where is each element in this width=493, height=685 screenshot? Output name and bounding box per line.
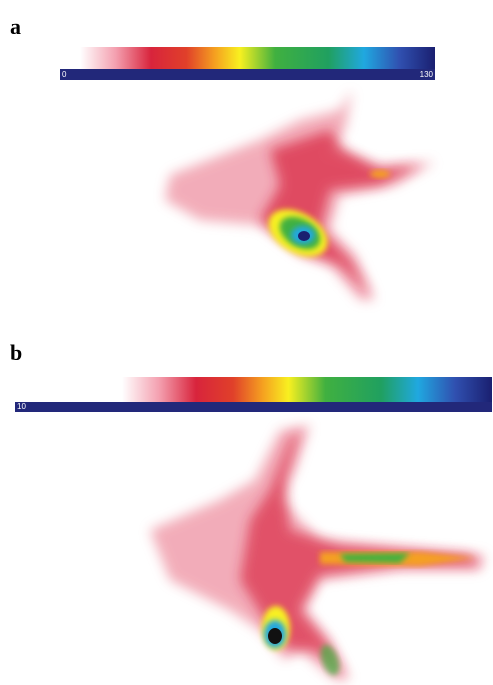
image-a (165, 90, 435, 300)
colorbar (122, 377, 492, 402)
panel-label: a (10, 14, 21, 39)
colorbar (80, 47, 435, 69)
scale-min: 10 (17, 402, 26, 411)
scale-bar (60, 69, 435, 80)
scale-min: 0 (62, 70, 67, 79)
image-b (150, 425, 485, 680)
panel-label: b (10, 340, 22, 365)
scale-max: 130 (420, 70, 434, 79)
scale-bar (15, 402, 492, 412)
